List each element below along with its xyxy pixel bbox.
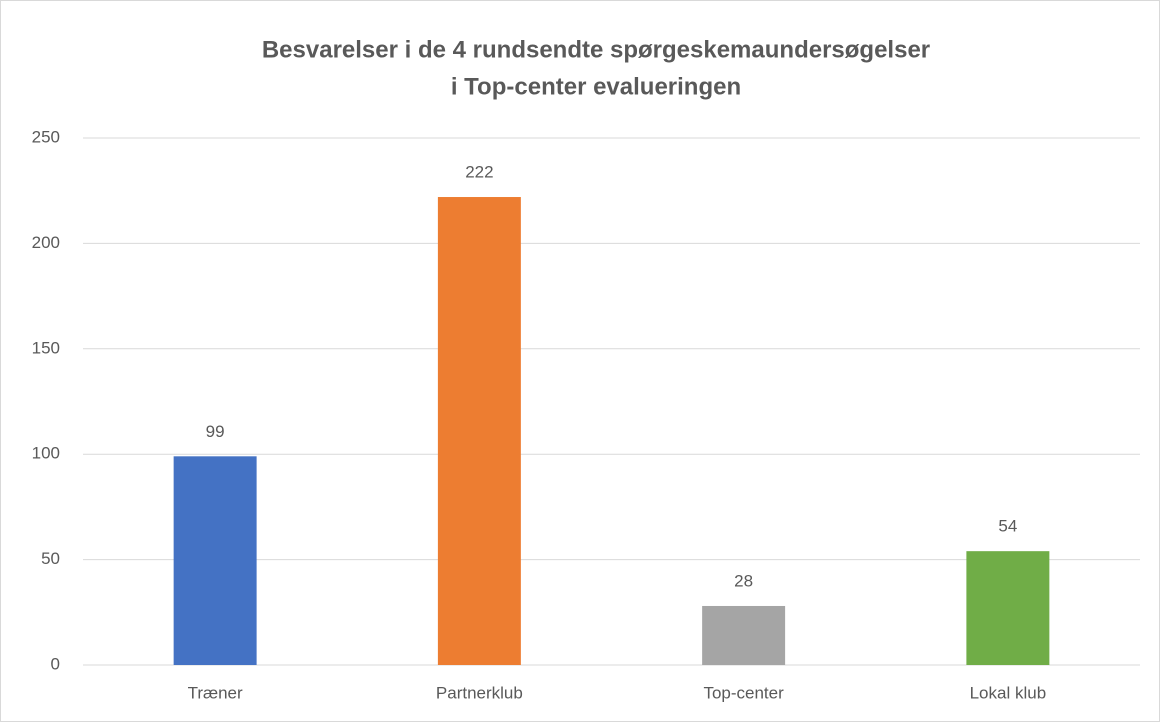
data-label: 222 — [465, 163, 493, 182]
bar — [437, 197, 521, 666]
x-tick-label: Top-center — [703, 683, 784, 702]
chart-title: Besvarelser i de 4 rundsendte spørgeskem… — [262, 36, 930, 63]
data-label: 99 — [206, 422, 225, 441]
y-tick-label: 100 — [32, 444, 60, 463]
data-label: 54 — [998, 517, 1017, 536]
bar — [702, 605, 786, 665]
data-label: 28 — [734, 571, 753, 590]
chart-title: i Top-center evalueringen — [451, 73, 741, 100]
y-tick-label: 0 — [51, 654, 60, 673]
x-tick-label: Lokal klub — [970, 683, 1047, 702]
y-tick-label: 150 — [32, 338, 60, 357]
bar — [173, 456, 257, 665]
bar — [966, 551, 1050, 665]
y-tick-label: 50 — [41, 549, 60, 568]
y-tick-label: 250 — [32, 127, 60, 146]
x-tick-label: Træner — [188, 683, 243, 702]
x-tick-label: Partnerklub — [436, 683, 523, 702]
y-tick-label: 200 — [32, 233, 60, 252]
